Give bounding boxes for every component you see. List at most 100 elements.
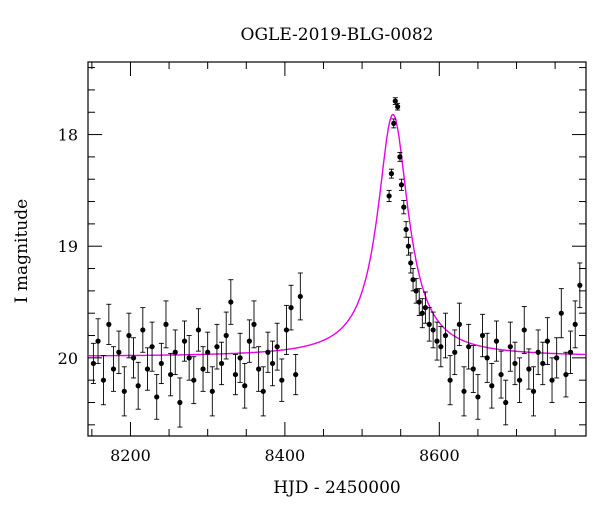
data-point [567, 349, 574, 355]
data-point [386, 193, 392, 199]
data-point [251, 321, 257, 327]
data-point [279, 377, 285, 383]
data-point [577, 282, 583, 288]
data-point [544, 338, 550, 344]
data-point [416, 299, 422, 305]
data-point [214, 344, 220, 350]
data-point [168, 371, 174, 378]
data-point [413, 288, 419, 294]
data-point [403, 226, 409, 233]
model-curve [88, 113, 586, 357]
y-tick-label: 20 [58, 349, 78, 368]
data-point [422, 305, 429, 311]
data-point [126, 332, 132, 339]
data-point [163, 321, 169, 327]
data-point [530, 388, 537, 394]
data-point [461, 388, 467, 394]
data-point [484, 355, 490, 361]
data-point [172, 349, 178, 355]
data-point [535, 349, 541, 355]
data-point [149, 344, 155, 350]
plot-area: 8200 8400 8600 18 19 20 [58, 61, 587, 465]
data-point [408, 260, 414, 266]
data-point [489, 383, 495, 389]
data-point [405, 243, 412, 249]
data-point [456, 321, 462, 327]
data-point [106, 321, 112, 327]
data-point [498, 371, 504, 378]
y-tick-label: 18 [58, 126, 78, 145]
chart-title: OGLE-2019-BLG-0082 [241, 25, 434, 45]
data-point [130, 355, 137, 361]
data-point [434, 338, 440, 344]
data-point [144, 366, 151, 372]
data-point [95, 338, 101, 344]
data-point [158, 360, 164, 367]
data-point [438, 344, 444, 350]
data-point [177, 399, 183, 406]
data-point [452, 349, 458, 355]
x-tick-label: 8600 [419, 446, 460, 465]
data-point [526, 366, 532, 372]
data-point [401, 204, 407, 210]
data-point [554, 355, 560, 361]
data-point [540, 360, 546, 367]
data-point [503, 399, 509, 406]
data-point [395, 104, 401, 110]
data-point [391, 120, 397, 127]
data-point [191, 377, 197, 383]
data-point [186, 355, 192, 361]
data-point [265, 349, 271, 355]
data-point [209, 388, 215, 394]
data-point [512, 360, 518, 367]
data-point [419, 310, 425, 316]
data-point [110, 366, 117, 372]
data-point [232, 371, 239, 378]
data-point [116, 349, 122, 355]
data-point [223, 332, 229, 339]
data-point [517, 377, 523, 383]
data-point [135, 383, 141, 389]
data-point [388, 171, 395, 177]
data-point [521, 327, 527, 333]
data-point [563, 371, 569, 378]
data-point [430, 327, 436, 333]
data-point [195, 327, 202, 333]
data-point [475, 394, 481, 400]
data-point [398, 182, 405, 188]
data-point [470, 366, 476, 372]
data-point [246, 338, 252, 344]
data-point [242, 383, 248, 389]
data-point [507, 344, 513, 350]
data-point [154, 394, 160, 400]
data-point [447, 377, 453, 383]
data-point [558, 310, 564, 316]
data-point [442, 332, 449, 339]
x-tick-label: 8400 [265, 446, 306, 465]
data-point [466, 344, 472, 350]
data-point [283, 327, 290, 333]
data-point [479, 332, 486, 339]
data-point [397, 154, 403, 160]
plot-frame [87, 61, 587, 437]
data-point [256, 366, 262, 372]
data-point [269, 360, 276, 367]
x-tick-label: 8200 [110, 446, 151, 465]
x-axis-label: HJD - 2450000 [273, 478, 401, 498]
data-point [392, 98, 398, 104]
data-point [140, 327, 146, 333]
data-point [426, 321, 432, 327]
data-point [200, 366, 206, 372]
data-point [572, 321, 578, 327]
data-point [288, 305, 294, 311]
data-point [205, 349, 211, 355]
data-point [549, 377, 555, 383]
data-point [293, 371, 299, 378]
data-point [228, 299, 234, 305]
data-point [121, 388, 127, 394]
data-point [181, 338, 188, 344]
data-point [218, 360, 225, 367]
y-axis-label: I magnitude [12, 199, 32, 303]
data-point [297, 293, 303, 300]
